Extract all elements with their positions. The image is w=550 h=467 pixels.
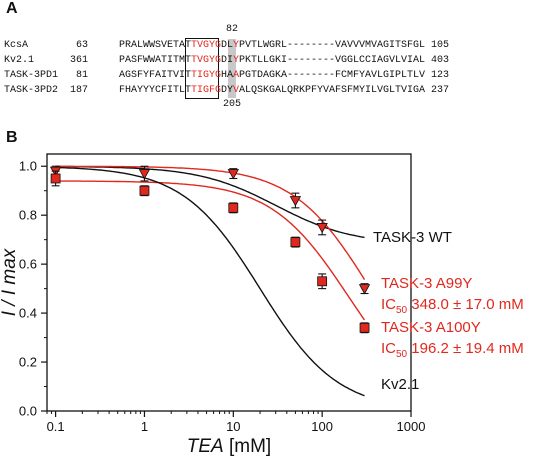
sequence-name: TASK-3PD1 <box>4 70 59 81</box>
annotation-a99y: TASK-3 A99Y <box>381 275 472 292</box>
fit-curve-task3-wt <box>55 165 365 239</box>
data-point-triangle <box>227 169 239 180</box>
y-axis-label: I / I max <box>0 247 20 316</box>
fit-curves <box>55 165 366 397</box>
x-axis-label: TEA [mM] <box>187 436 271 457</box>
ic50-value: 196.2 ± 19.4 mM <box>407 340 524 357</box>
x-tick-label: 1000 <box>397 419 426 434</box>
highlighted-residue: V <box>233 85 240 96</box>
ic-label: IC <box>381 340 396 357</box>
selectivity-filter-motif: TVGYG <box>191 40 222 51</box>
sequence-segment: AGSFYFAITVIT <box>119 70 192 81</box>
selectivity-filter-box <box>185 38 219 99</box>
panel-a-alignment: A 82 205 KcsA 63 PRALWWSVETAT TVGYG DL Y PVTLW… <box>0 0 550 120</box>
data-point-triangle <box>289 196 302 207</box>
data-point-square <box>228 202 239 213</box>
x-axis-label-quantity: TEA <box>187 436 224 457</box>
alignment-row: Kv2.1 361 PASFWWATITMT TVGYG DI Y PKTLLGKI----… <box>4 55 544 67</box>
start-residue-number: 187 <box>70 85 89 96</box>
sequence-name: KcsA <box>4 40 29 51</box>
y-tick-label: 0.6 <box>19 257 37 272</box>
sequence-segment: FHAYYYCFITLT <box>119 85 192 96</box>
sequence-segment: DL <box>221 40 234 51</box>
data-point-triangle <box>138 169 151 180</box>
x-axis-label-unit: [mM] <box>224 436 272 457</box>
sequence-segment: DI <box>221 55 234 66</box>
y-tick-label: 0.8 <box>19 208 37 223</box>
x-tick-label: 1 <box>141 419 148 434</box>
sequence-segment: PASFWWATITMT <box>119 55 192 66</box>
selectivity-filter-motif: TIGYG <box>191 70 222 81</box>
position-82-highlight <box>228 39 236 98</box>
position-205-label: 205 <box>223 99 242 110</box>
alignment-row: KcsA 63 PRALWWSVETAT TVGYG DL Y PVTLWGRL------… <box>4 40 544 52</box>
annotation-a100y: TASK-3 A100Y <box>381 319 481 336</box>
y-tick-label: 0.0 <box>19 404 37 419</box>
end-residue-number: 237 <box>431 85 450 96</box>
data-point-square <box>317 276 328 287</box>
data-point-square <box>359 322 370 333</box>
sequence-segment: DY <box>221 85 234 96</box>
sequence-name: Kv2.1 <box>4 55 35 66</box>
ic-label: IC <box>381 296 396 313</box>
sequence-name: TASK-3PD2 <box>4 85 59 96</box>
annotation-kv21: Kv2.1 <box>381 376 419 393</box>
x-tick-label: 10 <box>226 419 240 434</box>
sequence-segment: PGTDAGKA--------FCMFYAVLGIPLTLV <box>239 70 426 81</box>
sequence-segment: PRALWWSVETAT <box>119 40 192 51</box>
x-tick-label: 0.1 <box>47 419 65 434</box>
data-point-square <box>139 185 150 196</box>
panel-b-chart: B 0.1 1 10 100 1000 0.0 0.2 0.4 0.6 0.8 1.0 I / I … <box>0 129 524 457</box>
data-points <box>49 165 371 334</box>
annotation-task3-wt: TASK-3 WT <box>373 229 452 246</box>
y-tick-label: 1.0 <box>19 159 37 174</box>
axes: 0.1 1 10 100 1000 0.0 0.2 0.4 0.6 0.8 1.0 <box>19 153 426 434</box>
panel-b-letter: B <box>6 129 18 146</box>
fit-curve-a99y <box>55 165 366 280</box>
data-point-square <box>290 237 301 248</box>
highlighted-residue: Y <box>233 40 240 51</box>
end-residue-number: 123 <box>431 70 450 81</box>
ic-subscript: 50 <box>396 305 408 316</box>
fit-curve-kv21 <box>55 166 365 397</box>
end-residue-number: 105 <box>431 40 450 51</box>
highlighted-residue: Y <box>233 55 240 66</box>
y-tick-label: 0.4 <box>19 306 37 321</box>
data-point-triangle <box>358 284 371 295</box>
ic-subscript: 50 <box>396 349 408 360</box>
sequence-segment: HA <box>221 70 234 81</box>
position-82-label: 82 <box>226 24 239 35</box>
x-tick-label: 100 <box>311 419 333 434</box>
data-point-triangle <box>316 223 328 234</box>
start-residue-number: 361 <box>70 55 89 66</box>
selectivity-filter-motif: TVGYG <box>191 55 222 66</box>
y-tick-label: 0.2 <box>19 355 37 370</box>
data-point-square <box>50 173 61 184</box>
highlighted-residue: A <box>233 70 240 81</box>
plot-frame <box>46 153 412 412</box>
alignment-row: TASK-3PD2 187 FHAYYYCFITLT TIGFG DY V ALQSKGAL… <box>4 85 544 97</box>
ic50-value: 348.0 ± 17.0 mM <box>407 296 524 313</box>
selectivity-filter-motif: TIGFG <box>191 85 222 96</box>
sequence-segment: ALQSKGALQRKPFYVAFSFMYILVGLTVIGA <box>239 85 426 96</box>
panel-a-letter: A <box>6 0 18 17</box>
start-residue-number: 63 <box>76 40 89 51</box>
fit-curve-a100y <box>55 180 366 321</box>
end-residue-number: 403 <box>431 55 450 66</box>
sequence-segment: PVTLWGRL--------VAVVVMVAGITSFGL <box>239 40 426 51</box>
start-residue-number: 81 <box>76 70 89 81</box>
annotation-a99y-ic50: IC50 348.0 ± 17.0 mM <box>381 296 524 316</box>
alignment-row: TASK-3PD1 81 AGSFYFAITVIT TIGYG HA A PGTDAGKA-… <box>4 70 544 82</box>
sequence-segment: PKTLLGKI--------VGGLCCIAGVLVIAL <box>239 55 426 66</box>
annotation-a100y-ic50: IC50 196.2 ± 19.4 mM <box>381 340 524 360</box>
